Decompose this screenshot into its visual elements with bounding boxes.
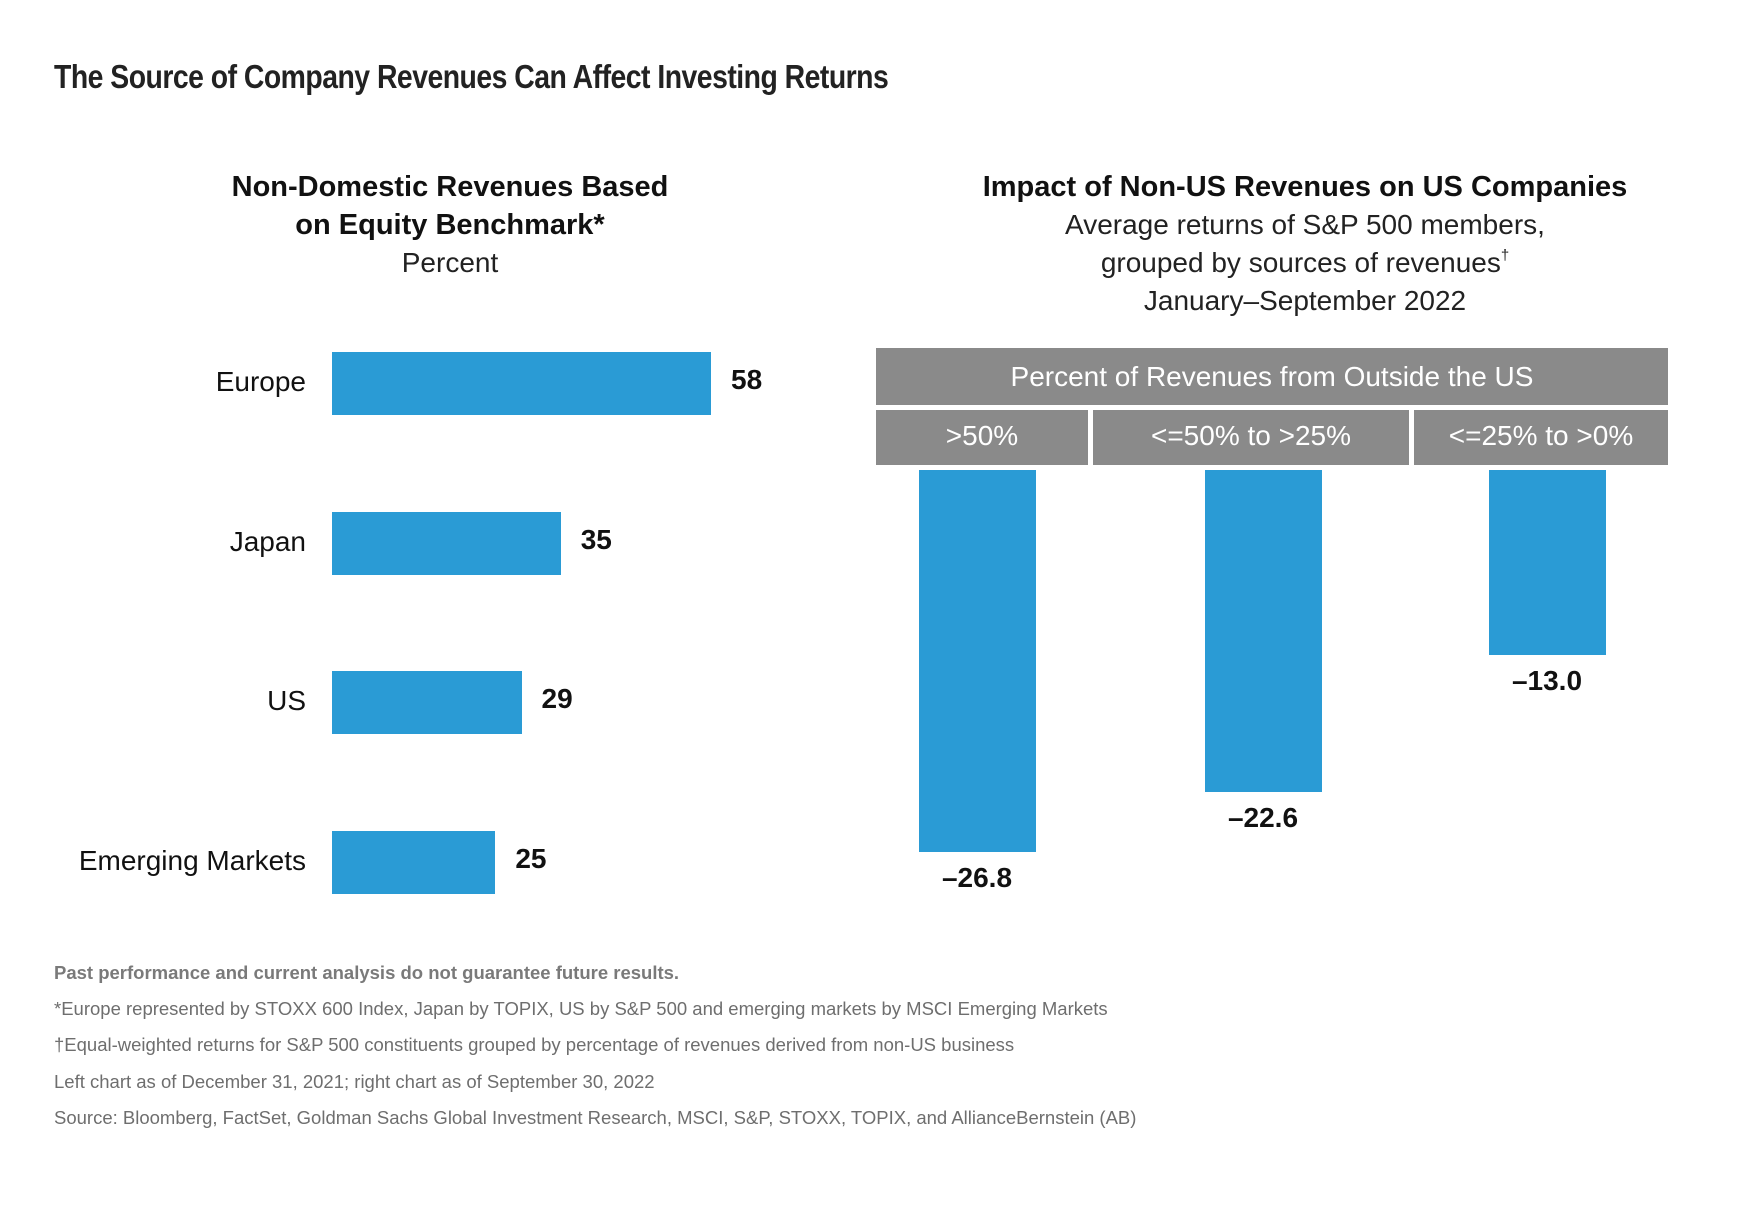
- value-label-europe: 58: [731, 364, 763, 395]
- bar-column-2: [1204, 470, 1322, 793]
- right-chart-title: Impact of Non-US Revenues on US Companie…: [982, 171, 1628, 203]
- value-label-column-2: –22.6: [1227, 802, 1299, 834]
- category-label-us: US: [267, 685, 306, 716]
- bar-japan: [332, 511, 561, 575]
- bar-emerging-markets: [332, 830, 496, 894]
- value-label-column-1: –26.8: [941, 862, 1013, 893]
- right-chart-header: Impact of Non-US Revenues on US Companie…: [900, 168, 1710, 320]
- column-header-2: <=50% to >25%: [1093, 410, 1409, 465]
- bar-column-3: [1488, 470, 1606, 656]
- table-group-header: Percent of Revenues from Outside the US: [876, 348, 1668, 405]
- page-title: The Source of Company Revenues Can Affec…: [54, 58, 889, 95]
- left-chart-subtitle: Percent: [401, 247, 499, 278]
- bar-column-1: [918, 470, 1036, 852]
- footnote-source: Source: Bloomberg, FactSet, Goldman Sach…: [54, 1107, 1137, 1128]
- bar-us: [332, 671, 522, 734]
- right-chart-subtitle-line1: Average returns of S&P 500 members,: [1065, 209, 1545, 240]
- value-label-emerging-markets: 25: [515, 842, 547, 874]
- left-chart-header: Non-Domestic Revenues Based on Equity Be…: [150, 168, 750, 282]
- value-label-japan: 35: [580, 523, 612, 555]
- left-chart-title-line2: on Equity Benchmark*: [295, 209, 605, 241]
- right-chart-subtitle-line3: January–September 2022: [1143, 285, 1467, 316]
- footnote-dates: Left chart as of December 31, 2021; righ…: [54, 1071, 655, 1092]
- category-label-japan: Japan: [229, 525, 306, 557]
- bar-europe: [332, 352, 711, 415]
- value-label-column-3: –13.0: [1511, 665, 1583, 697]
- column-header-3: <=25% to >0%: [1414, 410, 1668, 465]
- dagger-mark: †: [1500, 247, 1510, 264]
- category-label-europe: Europe: [215, 366, 306, 397]
- value-label-us: 29: [541, 683, 573, 714]
- left-chart-title-line1: Non-Domestic Revenues Based: [231, 171, 669, 203]
- category-label-emerging-markets: Emerging Markets: [78, 844, 306, 876]
- right-chart-subtitle-line2: grouped by sources of revenues†: [900, 244, 1710, 282]
- disclaimer: Past performance and current analysis do…: [54, 962, 680, 983]
- column-header-1: >50%: [876, 410, 1088, 465]
- footnote-europe: *Europe represented by STOXX 600 Index, …: [54, 998, 1108, 1019]
- subtitle-text: grouped by sources of revenues: [1100, 247, 1501, 278]
- footnote-equal-weighted: †Equal-weighted returns for S&P 500 cons…: [54, 1034, 1015, 1055]
